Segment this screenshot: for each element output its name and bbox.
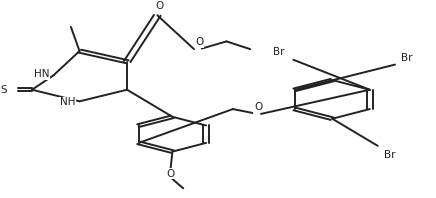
Text: NH: NH — [60, 97, 75, 107]
Text: O: O — [255, 102, 263, 112]
Text: O: O — [155, 1, 164, 11]
Text: O: O — [166, 169, 174, 179]
Text: O: O — [195, 37, 204, 47]
Text: Br: Br — [402, 53, 413, 63]
Text: HN: HN — [34, 69, 49, 79]
Text: Br: Br — [273, 47, 285, 57]
Text: Br: Br — [384, 150, 395, 160]
Text: S: S — [1, 85, 7, 95]
